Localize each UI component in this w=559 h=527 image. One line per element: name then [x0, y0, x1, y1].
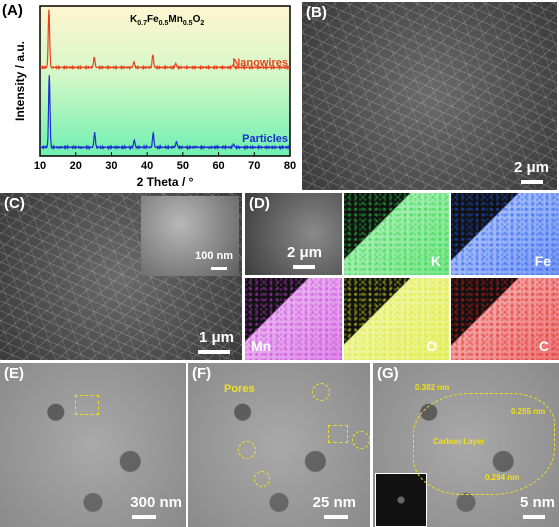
panel-c-scalebar: [198, 350, 230, 354]
highlight-box-f: [328, 425, 348, 443]
inset-scalebar: [211, 267, 227, 270]
panel-a-xrd-chart: (A) 10 20 30 40 50 60 70 80 K0.7Fe0.5Mn0.5O2 Na…: [0, 0, 300, 190]
pores-annotation: Pores: [224, 383, 255, 395]
eds-sem-tile: (D) 2 μm: [245, 193, 342, 275]
legend-particles: Particles: [242, 133, 288, 145]
chart-title: K0.7Fe0.5Mn0.5O2: [130, 14, 204, 27]
eds-map-fe-label: Fe: [534, 253, 551, 269]
eds-map-c-label: C: [538, 338, 549, 354]
panel-d-scalebar: [293, 265, 315, 269]
highlight-box: [75, 395, 99, 415]
fft-inset: [375, 473, 427, 527]
x-tick-label: 10: [34, 160, 46, 172]
panel-c-label: (C): [4, 195, 25, 212]
x-tick-label: 60: [212, 160, 224, 172]
eds-map-k-label: K: [430, 253, 441, 269]
pore-circle-1: [312, 383, 330, 401]
panel-c-sem-image: (C) 100 nm 1 μm: [0, 193, 242, 360]
panel-b-scalebar: [521, 180, 543, 184]
panel-f-label: (F): [192, 365, 212, 382]
eds-map-o-label: O: [426, 338, 437, 354]
x-tick-label: 70: [248, 160, 260, 172]
panel-d-label: (D): [249, 195, 270, 212]
pore-circle-2: [238, 441, 256, 459]
panel-a-label: (A): [2, 2, 23, 19]
y-axis-label: Intensity / a.u.: [13, 41, 27, 121]
panel-e-scalebar-label: 300 nm: [130, 494, 182, 511]
x-tick-label: 30: [105, 160, 117, 172]
panel-g-scalebar: [523, 515, 545, 519]
x-tick-label: 20: [70, 160, 82, 172]
eds-map-k: K: [344, 193, 449, 275]
lattice-spacing-1: 0.382 nm: [415, 383, 450, 392]
panel-g-scalebar-label: 5 nm: [519, 494, 555, 511]
xrd-chart-svg: 10 20 30 40 50 60 70 80 K0.7Fe0.5Mn0.5O2 Nanowi…: [13, 5, 296, 189]
x-axis-label: 2 Theta / °: [137, 175, 194, 189]
legend-nanowires: Nanowires: [232, 57, 288, 69]
panel-e-scalebar: [132, 515, 156, 519]
eds-map-mn-label: Mn: [251, 338, 272, 354]
pore-circle-4: [254, 471, 270, 487]
inset-scalebar-label: 100 nm: [195, 250, 233, 262]
panel-f-scalebar-label: 25 nm: [312, 494, 356, 511]
panel-g-hrtem-image: (G) 0.382 nm 0.255 nm Carbon Layer 0.294…: [373, 363, 559, 527]
eds-map-c: C: [451, 278, 559, 360]
series-nanowires-line: [39, 9, 291, 71]
panel-c-inset: 100 nm: [141, 196, 239, 276]
x-tick-label: 80: [284, 160, 296, 172]
carbon-layer-outline: [413, 393, 555, 495]
plot-area: [39, 5, 291, 157]
pore-circle-3: [352, 431, 370, 449]
panel-e-tem-image: (E) 300 nm: [0, 363, 186, 527]
series-particles-line: [39, 75, 291, 151]
panel-b-sem-image: (B) 2 μm: [302, 2, 557, 190]
panel-f-scalebar: [324, 515, 348, 519]
panel-d-scalebar-label: 2 μm: [287, 244, 323, 261]
eds-map-mn: Mn: [245, 278, 342, 360]
panel-c-scalebar-label: 1 μm: [198, 329, 234, 346]
eds-map-fe: Fe: [451, 193, 559, 275]
x-tick-label: 50: [177, 160, 189, 172]
panel-g-label: (G): [377, 365, 399, 382]
panel-e-label: (E): [4, 365, 24, 382]
panel-b-scalebar-label: 2 μm: [513, 159, 549, 176]
eds-map-o: O: [344, 278, 449, 360]
panel-b-label: (B): [306, 4, 327, 21]
panel-f-tem-image: (F) Pores 25 nm: [188, 363, 370, 527]
x-tick-label: 40: [141, 160, 153, 172]
panel-d-eds-maps: (D) 2 μm K Fe Mn O C: [245, 193, 559, 360]
